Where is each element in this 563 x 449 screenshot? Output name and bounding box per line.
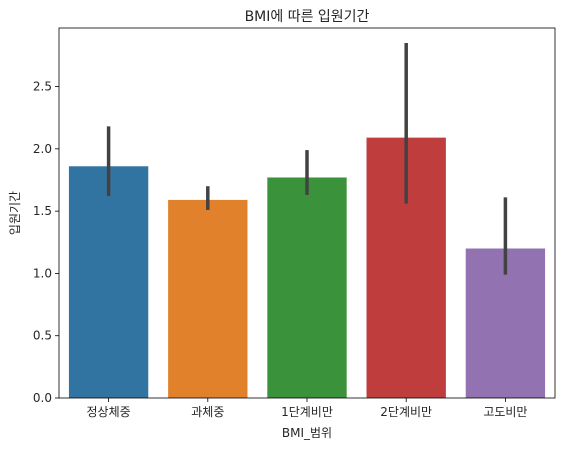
x-tick-label: 과체중 — [191, 405, 224, 419]
y-tick-label: 1.0 — [33, 266, 52, 280]
x-tick-label: 정상체중 — [87, 405, 131, 419]
y-tick-label: 0.0 — [33, 391, 52, 405]
x-tick-label: 고도비만 — [483, 405, 527, 419]
y-tick-label: 2.5 — [33, 80, 52, 94]
y-tick-label: 1.5 — [33, 204, 52, 218]
x-axis-label: BMI_범위 — [282, 426, 332, 440]
x-axis: 정상체중 과체중 1단계비만 2단계비만 고도비만 — [87, 398, 527, 419]
x-tick-label: 2단계비만 — [380, 405, 432, 419]
y-tick-label: 0.5 — [33, 329, 52, 343]
bar-2 — [267, 177, 347, 398]
y-tick-label: 2.0 — [33, 142, 52, 156]
y-axis: 0.0 0.5 1.0 1.5 2.0 2.5 — [33, 80, 59, 405]
bar-1 — [168, 199, 248, 398]
chart-title: BMI에 따른 입원기간 — [245, 9, 370, 25]
error-bars-layer — [106, 42, 508, 275]
y-axis-label: 입원기간 — [8, 191, 22, 235]
bar-0 — [68, 166, 149, 398]
x-tick-label: 1단계비만 — [281, 405, 333, 419]
